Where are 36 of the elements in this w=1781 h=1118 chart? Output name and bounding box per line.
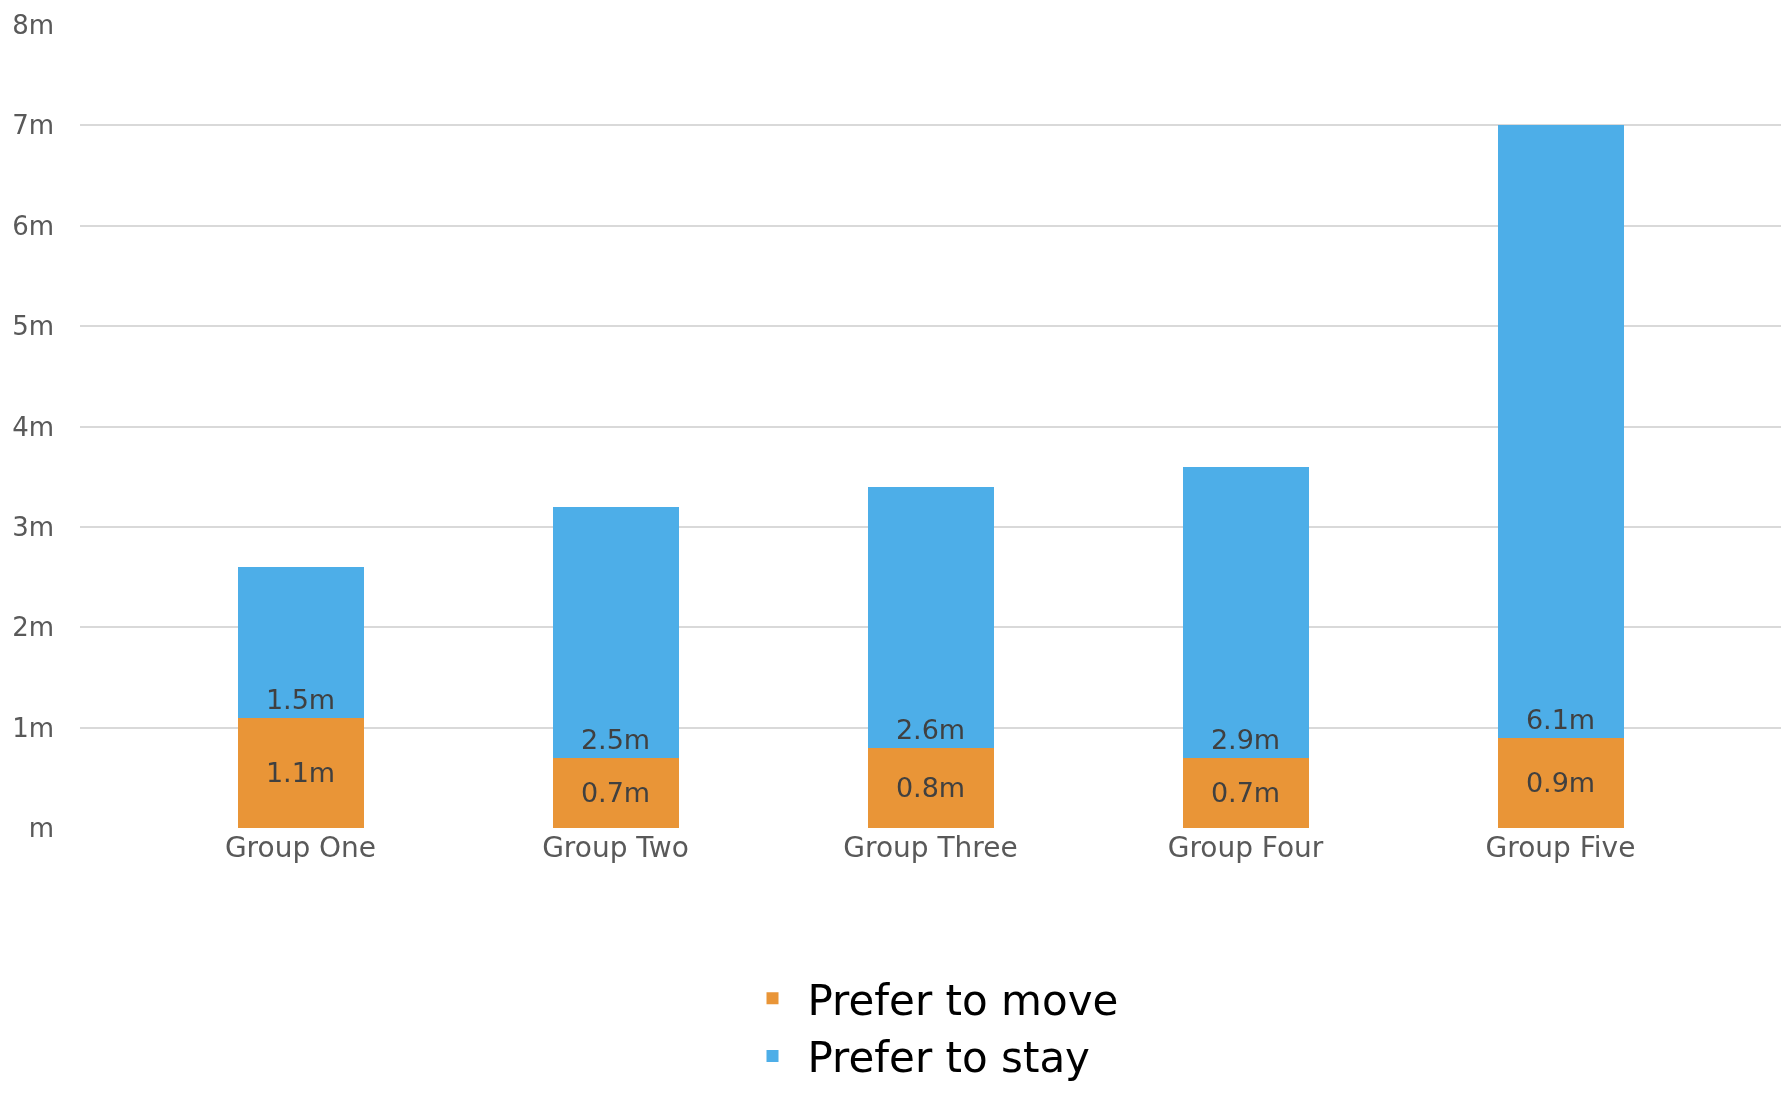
y-tick-label: 1m bbox=[12, 712, 54, 743]
data-label: 6.1m bbox=[1525, 703, 1596, 735]
data-label: 1.5m bbox=[265, 683, 336, 715]
data-label: 1.1m bbox=[265, 757, 336, 789]
x-tick-label: Group One bbox=[224, 831, 377, 864]
data-label: 0.7m bbox=[580, 777, 651, 809]
data-label: 0.8m bbox=[895, 772, 966, 804]
y-tick-label: m bbox=[28, 813, 54, 844]
x-tick-label: Group Five bbox=[1485, 831, 1636, 864]
bar bbox=[867, 486, 994, 748]
y-tick-label: 7m bbox=[12, 110, 54, 141]
x-tick-label: Group Three bbox=[843, 831, 1018, 864]
bar bbox=[237, 717, 364, 828]
bar bbox=[867, 747, 994, 828]
bar bbox=[1497, 737, 1624, 828]
data-label: 2.5m bbox=[580, 723, 651, 755]
y-tick-label: 6m bbox=[12, 210, 54, 241]
y-tick-label: 3m bbox=[12, 511, 54, 542]
bar bbox=[1182, 757, 1309, 828]
bar bbox=[237, 567, 364, 718]
data-label: 2.6m bbox=[895, 713, 966, 745]
bar bbox=[552, 757, 679, 828]
bar bbox=[552, 506, 679, 758]
x-tick-label: Group Four bbox=[1167, 831, 1324, 864]
bar bbox=[1182, 466, 1309, 758]
x-tick-label: Group Two bbox=[542, 831, 689, 864]
y-tick-label: 8m bbox=[12, 10, 54, 41]
data-label: 2.9m bbox=[1210, 723, 1281, 755]
y-tick-label: 4m bbox=[12, 411, 54, 442]
bar bbox=[1497, 125, 1624, 738]
y-tick-label: 2m bbox=[12, 612, 54, 643]
data-label: 0.7m bbox=[1210, 777, 1281, 809]
y-tick-label: 5m bbox=[12, 311, 54, 342]
legend-label: Prefer to stay bbox=[807, 1033, 1090, 1083]
legend-label: Prefer to move bbox=[807, 975, 1119, 1025]
data-label: 0.9m bbox=[1525, 767, 1596, 799]
